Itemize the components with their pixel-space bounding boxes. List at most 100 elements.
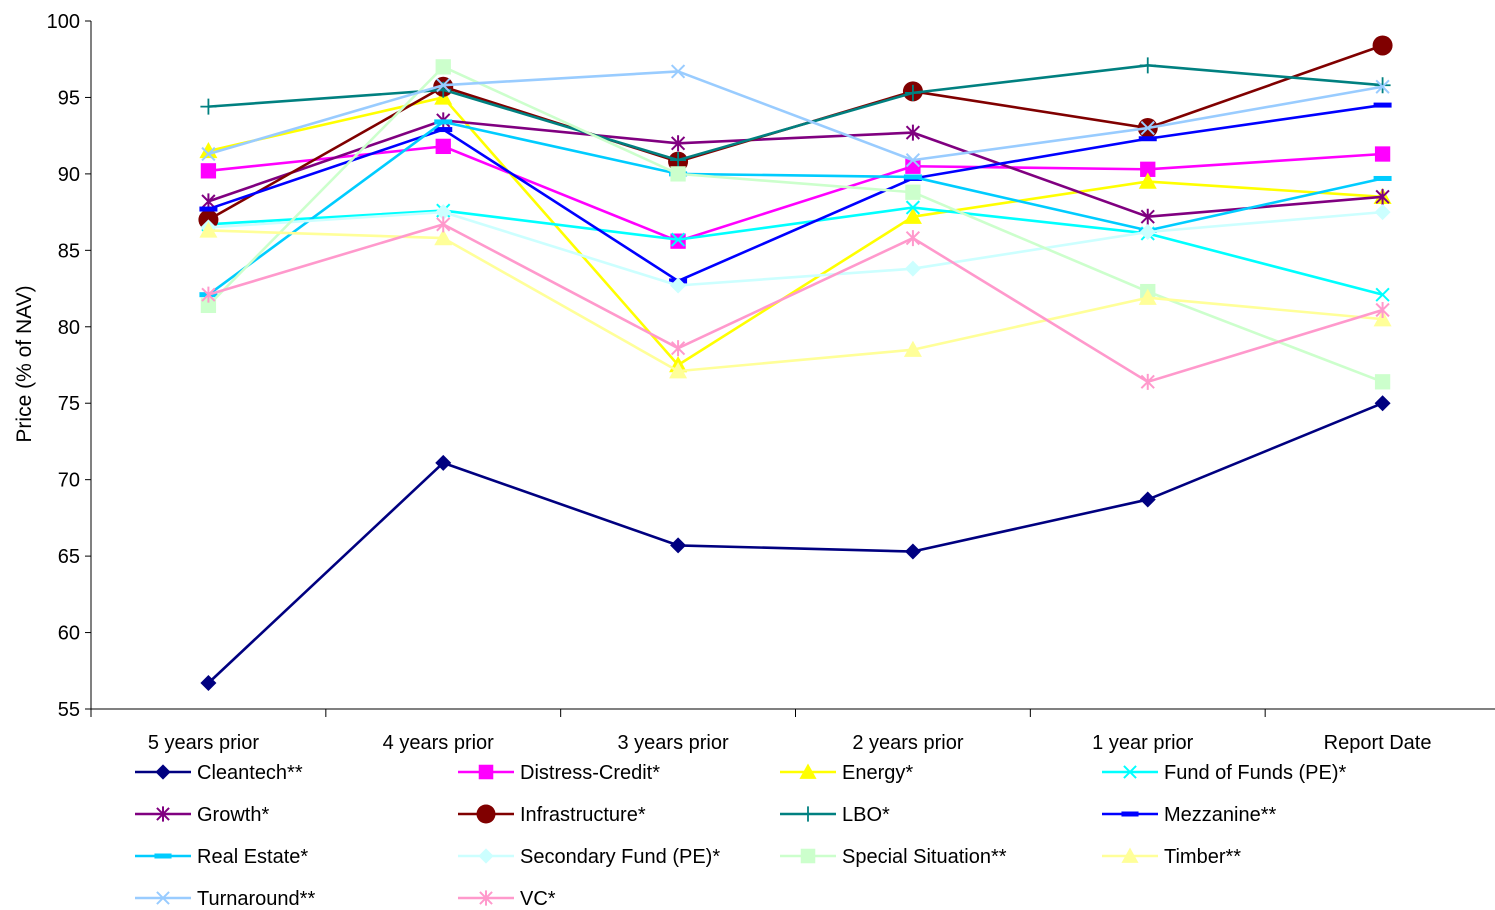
data-point (1372, 35, 1393, 56)
legend-label: Growth* (197, 804, 269, 826)
data-point (905, 153, 921, 168)
data-point (1140, 161, 1156, 177)
series-line (208, 223, 1383, 384)
series-line (207, 103, 1383, 283)
legend-item: Real Estate* (135, 846, 308, 868)
data-point (479, 890, 493, 906)
data-point (156, 891, 170, 905)
legend-item: Timber** (1102, 846, 1241, 868)
data-point (201, 146, 216, 162)
data-point (1373, 175, 1392, 181)
legend-label: LBO* (842, 804, 890, 826)
data-point (904, 543, 921, 560)
data-point (1375, 301, 1390, 318)
data-point (201, 286, 216, 303)
data-point (670, 277, 687, 294)
legend-item: Distress-Credit* (458, 762, 660, 784)
legend-label: Timber** (1164, 846, 1241, 868)
data-point (670, 537, 687, 554)
data-point (1374, 77, 1391, 94)
data-point (435, 204, 452, 221)
data-point (435, 138, 451, 155)
legend-label: Energy* (842, 762, 913, 784)
data-point (1374, 146, 1391, 162)
data-point (670, 166, 686, 182)
y-tick-label: 75 (58, 393, 80, 415)
data-point (1374, 395, 1391, 412)
data-point (478, 764, 494, 780)
x-tick-label: 2 years prior (852, 732, 963, 754)
data-point (670, 152, 687, 169)
data-point (1374, 204, 1391, 221)
x-tick-label: Report Date (1324, 732, 1432, 754)
data-point (905, 158, 921, 174)
data-point (1375, 287, 1390, 302)
data-point (434, 229, 453, 246)
series-line (208, 206, 1383, 296)
legend-item: Cleantech** (135, 762, 303, 784)
series (201, 64, 1390, 168)
legend-label: Infrastructure* (520, 804, 646, 826)
series (200, 57, 1391, 169)
data-point (670, 135, 686, 152)
legend-item: Fund of Funds (PE)* (1102, 762, 1347, 784)
series-line (208, 229, 1383, 373)
series (200, 395, 1391, 692)
x-tick-label: 1 year prior (1092, 732, 1193, 754)
data-point (435, 454, 452, 471)
legend-item: VC* (458, 888, 556, 910)
data-point (1375, 79, 1390, 94)
x-tick-label: 4 years prior (383, 732, 494, 754)
series-line (207, 65, 1384, 384)
legend-item: Secondary Fund (PE)* (458, 846, 720, 868)
data-point (199, 206, 218, 212)
data-point (670, 64, 686, 79)
data-point (155, 764, 171, 780)
data-point (435, 59, 451, 75)
data-point (903, 340, 922, 357)
data-point (1121, 847, 1139, 863)
data-point (1138, 172, 1157, 189)
data-point (434, 119, 453, 125)
legend-label: Distress-Credit* (520, 762, 660, 784)
data-point (1138, 288, 1157, 305)
data-point (200, 675, 217, 692)
data-point (476, 804, 496, 824)
data-point (670, 232, 686, 247)
data-point (903, 174, 922, 180)
data-point (670, 340, 686, 357)
data-point (800, 848, 816, 864)
data-point (1123, 765, 1137, 779)
data-point (1375, 188, 1390, 205)
x-tick-label: 5 years prior (148, 732, 259, 754)
data-point (436, 216, 451, 233)
data-point (478, 848, 494, 864)
data-point (669, 362, 688, 379)
y-tick-label: 80 (58, 317, 80, 339)
legend-label: Secondary Fund (PE)* (520, 846, 720, 868)
data-point (200, 163, 217, 179)
legend-item: LBO* (780, 804, 890, 826)
data-point (1140, 120, 1155, 136)
legend-item: Special Situation** (780, 846, 1007, 868)
data-point (670, 233, 686, 249)
y-tick-label: 60 (58, 623, 80, 645)
data-point (903, 207, 922, 224)
data-point (1139, 57, 1156, 74)
series (200, 138, 1391, 249)
data-point (905, 200, 921, 215)
legend-label: Cleantech** (197, 762, 303, 784)
data-point (154, 853, 172, 859)
data-point (156, 806, 170, 822)
y-tick-label: 90 (58, 164, 80, 186)
x-tick-label: 3 years prior (618, 732, 729, 754)
series (201, 112, 1390, 225)
legend-label: Special Situation** (842, 846, 1007, 868)
legend-label: Mezzanine** (1164, 804, 1277, 826)
series (199, 119, 1392, 298)
data-point (905, 184, 921, 200)
data-point (1139, 223, 1156, 240)
legend-item: Growth* (135, 804, 269, 826)
series (199, 102, 1392, 284)
data-point (1140, 208, 1155, 225)
